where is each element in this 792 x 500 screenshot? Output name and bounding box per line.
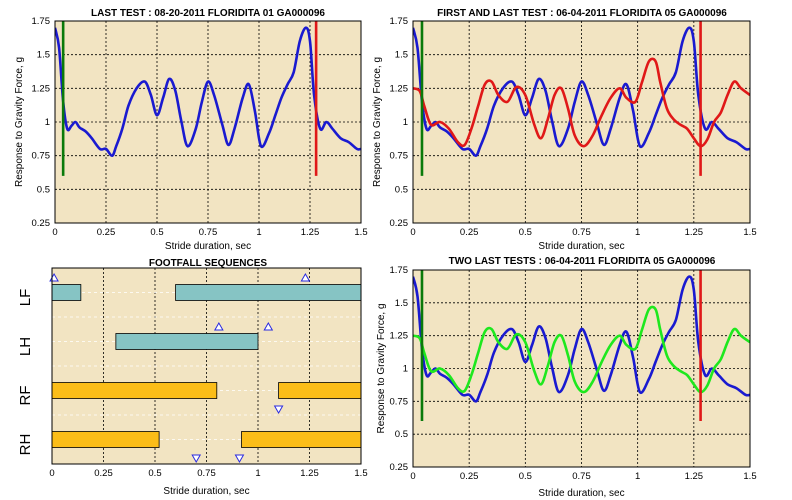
x-tick-label: 0.75 — [199, 227, 218, 238]
x-tick-label: 0.25 — [460, 471, 479, 482]
chart-two_last: TWO LAST TESTS : 06-04-2011 FLORIDITA 05… — [376, 256, 757, 499]
chart-title: FOOTFALL SEQUENCES — [149, 258, 267, 269]
stance-bar-rh — [51, 431, 160, 448]
x-tick-label: 1 — [635, 227, 640, 238]
chart-title: FIRST AND LAST TEST : 06-04-2011 FLORIDI… — [437, 8, 727, 19]
x-tick-label: 0 — [49, 468, 54, 479]
plot-frame — [412, 20, 751, 224]
y-tick-label: 0.5 — [37, 184, 50, 195]
stance-bar-rf — [51, 382, 218, 399]
x-tick-label: 1 — [255, 468, 260, 479]
x-tick-label: 0.75 — [197, 468, 216, 479]
x-axis-label: Stride duration, sec — [538, 488, 624, 499]
y-tick-label: 0.5 — [395, 184, 408, 195]
y-tick-label: 0.5 — [395, 429, 408, 440]
series-line-blue — [55, 26, 361, 157]
series-line-green_series — [413, 305, 750, 394]
x-tick-label: 0.5 — [148, 468, 161, 479]
x-tick-label: 0.5 — [519, 227, 532, 238]
lane-label-lh: LH — [17, 337, 34, 356]
chart-title: LAST TEST : 08-20-2011 FLORIDITA 01 GA00… — [91, 8, 325, 19]
x-axis-label: Stride duration, sec — [165, 241, 251, 252]
chart-title: TWO LAST TESTS : 06-04-2011 FLORIDITA 05… — [449, 256, 716, 267]
x-axis-label: Stride duration, sec — [163, 486, 249, 497]
x-tick-label: 1.25 — [300, 468, 319, 479]
y-tick-label: 1 — [403, 117, 408, 128]
x-tick-label: 0.5 — [519, 471, 532, 482]
x-tick-label: 0.25 — [460, 227, 479, 238]
y-tick-label: 1.5 — [37, 50, 50, 61]
y-tick-label: 1.75 — [390, 16, 409, 27]
lane-label-rh: RH — [17, 434, 34, 456]
x-tick-label: 1.5 — [354, 227, 367, 238]
y-axis-label: Response to Gravity Force, g — [372, 57, 383, 187]
x-tick-label: 1.5 — [743, 471, 756, 482]
y-tick-label: 0.25 — [390, 218, 409, 229]
x-tick-label: 0.75 — [572, 471, 591, 482]
event-triangle-down — [191, 454, 202, 464]
lane-label-rf: RF — [17, 386, 34, 406]
x-tick-label: 1.25 — [301, 227, 320, 238]
event-triangle-up — [213, 321, 224, 331]
stance-bar-lf — [175, 284, 362, 301]
lane-label-lf: LF — [17, 289, 34, 307]
y-tick-label: 0.25 — [390, 462, 409, 473]
plot-frame — [412, 269, 751, 468]
y-tick-label: 1.5 — [395, 298, 408, 309]
x-tick-label: 1.5 — [354, 468, 367, 479]
stance-bar-lh — [115, 333, 259, 350]
stance-bar-rh — [241, 431, 362, 448]
x-tick-label: 0 — [52, 227, 57, 238]
y-tick-label: 0.75 — [390, 396, 409, 407]
y-tick-label: 1.25 — [390, 331, 409, 342]
y-tick-label: 0.75 — [390, 151, 409, 162]
y-tick-label: 0.75 — [32, 151, 51, 162]
event-triangle-down — [234, 454, 245, 464]
x-tick-label: 1 — [256, 227, 261, 238]
y-axis-label: Response to Gravity Force, g — [14, 57, 25, 187]
x-tick-label: 1 — [635, 471, 640, 482]
chart-first_and_last: FIRST AND LAST TEST : 06-04-2011 FLORIDI… — [372, 8, 757, 252]
x-tick-label: 0 — [410, 227, 415, 238]
y-axis-label: Response to Gravity Force, g — [376, 303, 387, 433]
y-tick-label: 1 — [45, 117, 50, 128]
y-tick-label: 1.25 — [32, 83, 51, 94]
y-tick-label: 1 — [403, 364, 408, 375]
y-tick-label: 1.5 — [395, 50, 408, 61]
stance-bar-rf — [278, 382, 362, 399]
y-tick-label: 1.75 — [32, 16, 51, 27]
x-tick-label: 0.75 — [572, 227, 591, 238]
plot-frame — [54, 20, 362, 224]
event-triangle-down — [273, 405, 284, 415]
x-tick-label: 0.25 — [97, 227, 116, 238]
x-axis-label: Stride duration, sec — [538, 241, 624, 252]
event-triangle-up — [263, 321, 274, 331]
x-tick-label: 1.5 — [743, 227, 756, 238]
event-triangle-up — [300, 272, 311, 282]
chart-last_test: LAST TEST : 08-20-2011 FLORIDITA 01 GA00… — [14, 8, 368, 252]
chart-footfall: FOOTFALL SEQUENCES Stride duration, sec 0 0… — [17, 258, 368, 497]
x-tick-label: 1.25 — [685, 471, 704, 482]
x-tick-label: 1.25 — [685, 227, 704, 238]
x-tick-label: 0 — [410, 471, 415, 482]
y-tick-label: 1.25 — [390, 83, 409, 94]
y-tick-label: 1.75 — [390, 265, 409, 276]
x-tick-label: 0.25 — [94, 468, 113, 479]
series-line-red — [413, 57, 750, 148]
stance-bar-lf — [51, 284, 82, 301]
x-tick-label: 0.5 — [150, 227, 163, 238]
y-tick-label: 0.25 — [32, 218, 51, 229]
plot-frame — [51, 267, 362, 465]
